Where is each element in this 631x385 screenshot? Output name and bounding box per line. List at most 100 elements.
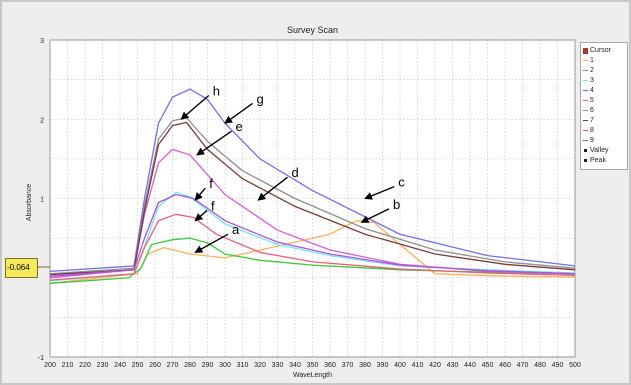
x-tick-label: 240 — [114, 362, 126, 369]
cursor-value-label: -0.064 — [7, 263, 30, 272]
y-tick-label: 3 — [40, 38, 44, 45]
legend-item-label: 4 — [590, 87, 594, 94]
annotation-arrow-h — [180, 94, 210, 120]
legend-item: 7 — [583, 116, 594, 125]
annotation-arrow-d — [257, 176, 288, 201]
x-tick-label: 490 — [552, 362, 564, 369]
legend-swatch-line — [583, 90, 588, 91]
x-tick-label: 270 — [167, 362, 179, 369]
chart-legend: Cursor 1 2 3 4 5 6 7 8 9 Valley Peak — [580, 42, 628, 170]
annotation-label-b: b — [393, 197, 400, 212]
x-tick-label: 330 — [272, 362, 284, 369]
series-line-6 — [49, 116, 576, 275]
legend-item: Cursor — [583, 46, 611, 55]
legend-item-label: 7 — [590, 117, 594, 124]
annotation-label-e: e — [236, 119, 243, 134]
legend-item: Peak — [583, 156, 606, 165]
legend-item-label: 3 — [590, 77, 594, 84]
x-tick-label: 320 — [254, 362, 266, 369]
annotation-label-d: d — [292, 165, 299, 180]
x-tick-label: 210 — [62, 362, 74, 369]
legend-item: 4 — [583, 86, 594, 95]
x-axis-label: WaveLength — [293, 372, 332, 379]
legend-item: 8 — [583, 126, 594, 135]
chart-title: Survey Scan — [287, 25, 338, 35]
annotation-arrow-e — [196, 130, 232, 156]
legend-item-label: 1 — [590, 57, 594, 64]
y-tick-label: 2 — [40, 117, 44, 124]
legend-swatch-line — [583, 130, 588, 131]
series-line-8 — [49, 213, 576, 281]
x-tick-label: 250 — [132, 362, 144, 369]
x-tick-label: 200 — [44, 362, 56, 369]
legend-swatch-line — [583, 60, 588, 61]
y-tick-label: 1 — [40, 197, 44, 204]
legend-item-label: 9 — [590, 137, 594, 144]
x-tick-label: 360 — [324, 362, 336, 369]
x-tick-label: 310 — [237, 362, 249, 369]
legend-marker-dot — [584, 149, 587, 152]
x-tick-label: 230 — [97, 362, 109, 369]
annotation-label-f: f — [211, 198, 215, 213]
annotation-label-a: a — [232, 222, 240, 237]
x-tick-label: 390 — [377, 362, 389, 369]
annotation-label-c: c — [398, 175, 405, 190]
legend-item: 6 — [583, 106, 594, 115]
x-tick-label: 380 — [359, 362, 371, 369]
legend-swatch-box — [583, 47, 588, 54]
series-line-2 — [49, 237, 576, 284]
legend-item-label: Peak — [590, 157, 606, 164]
series-line-9 — [49, 193, 576, 277]
annotation-arrow-a — [194, 233, 229, 254]
annotation-arrow-f — [194, 187, 206, 201]
x-tick-label: 460 — [499, 362, 511, 369]
legend-item-label: 2 — [590, 67, 594, 74]
legend-item: Valley — [583, 146, 609, 155]
legend-item-label: 6 — [590, 107, 594, 114]
annotation-arrow-c — [364, 186, 395, 200]
legend-swatch-line — [583, 110, 588, 111]
x-tick-label: 430 — [447, 362, 459, 369]
annotation-arrow-b — [360, 208, 390, 223]
legend-item-label: Cursor — [590, 47, 612, 54]
x-tick-label: 340 — [289, 362, 301, 369]
annotation-label-f: f — [209, 176, 213, 191]
annotation-arrow-f — [194, 209, 208, 222]
x-tick-label: 480 — [534, 362, 546, 369]
legend-item-label: 5 — [590, 97, 594, 104]
legend-swatch-line — [583, 140, 588, 141]
legend-item-label: Valley — [590, 147, 609, 154]
x-tick-label: 500 — [569, 362, 581, 369]
x-tick-label: 440 — [464, 362, 476, 369]
legend-item: 2 — [583, 66, 594, 75]
annotation-arrow-g — [224, 102, 253, 124]
legend-swatch-line — [583, 100, 588, 101]
series-line-7 — [49, 121, 576, 276]
legend-item: 5 — [583, 96, 594, 105]
legend-swatch-line — [583, 80, 588, 81]
x-tick-label: 470 — [517, 362, 529, 369]
x-tick-label: 290 — [202, 362, 214, 369]
legend-item: 1 — [583, 56, 594, 65]
cursor-value-box[interactable]: -0.064 — [5, 258, 38, 278]
legend-item: 9 — [583, 136, 594, 145]
x-tick-label: 370 — [342, 362, 354, 369]
legend-swatch-line — [583, 70, 588, 71]
legend-item: 3 — [583, 76, 594, 85]
y-tick-label: -1 — [38, 355, 44, 362]
annotation-label-h: h — [213, 84, 220, 99]
x-tick-label: 420 — [429, 362, 441, 369]
annotation-label-g: g — [257, 91, 264, 106]
legend-swatch-line — [583, 120, 588, 121]
legend-item-label: 8 — [590, 127, 594, 134]
x-tick-label: 450 — [482, 362, 494, 369]
x-tick-label: 220 — [79, 362, 91, 369]
x-tick-label: 260 — [149, 362, 161, 369]
x-tick-label: 350 — [307, 362, 319, 369]
x-tick-label: 300 — [219, 362, 231, 369]
y-axis-label: Absorbance — [26, 184, 33, 221]
x-tick-label: 410 — [412, 362, 424, 369]
x-tick-label: 400 — [394, 362, 406, 369]
series-line-4 — [49, 88, 576, 273]
